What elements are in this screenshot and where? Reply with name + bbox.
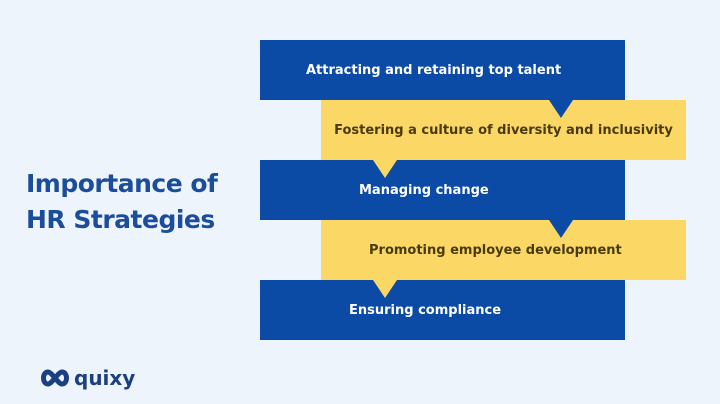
- strategy-label: Promoting employee development: [369, 242, 622, 258]
- strategy-box-2: Fostering a culture of diversity and inc…: [321, 100, 686, 160]
- strategy-label: Managing change: [359, 182, 489, 198]
- diagram-title: Importance of HR Strategies: [26, 166, 218, 238]
- strategy-label: Fostering a culture of diversity and inc…: [334, 122, 673, 138]
- logo-text: quixy: [74, 366, 136, 390]
- strategy-box-5: Ensuring compliance: [260, 280, 625, 340]
- arrow-down-icon: [549, 220, 573, 238]
- strategy-box-3: Managing change: [260, 160, 625, 220]
- strategy-label: Ensuring compliance: [349, 302, 502, 318]
- quixy-logo: quixy: [40, 366, 135, 390]
- title-line-1: Importance of: [26, 169, 218, 198]
- arrow-down-icon: [373, 280, 397, 298]
- arrow-down-icon: [549, 100, 573, 118]
- strategy-box-1: Attracting and retaining top talent: [260, 40, 625, 100]
- arrow-down-icon: [373, 160, 397, 178]
- infinity-loop-icon: [41, 369, 69, 387]
- title-line-2: HR Strategies: [26, 205, 215, 234]
- strategy-label: Attracting and retaining top talent: [306, 62, 562, 78]
- strategy-box-4: Promoting employee development: [321, 220, 686, 280]
